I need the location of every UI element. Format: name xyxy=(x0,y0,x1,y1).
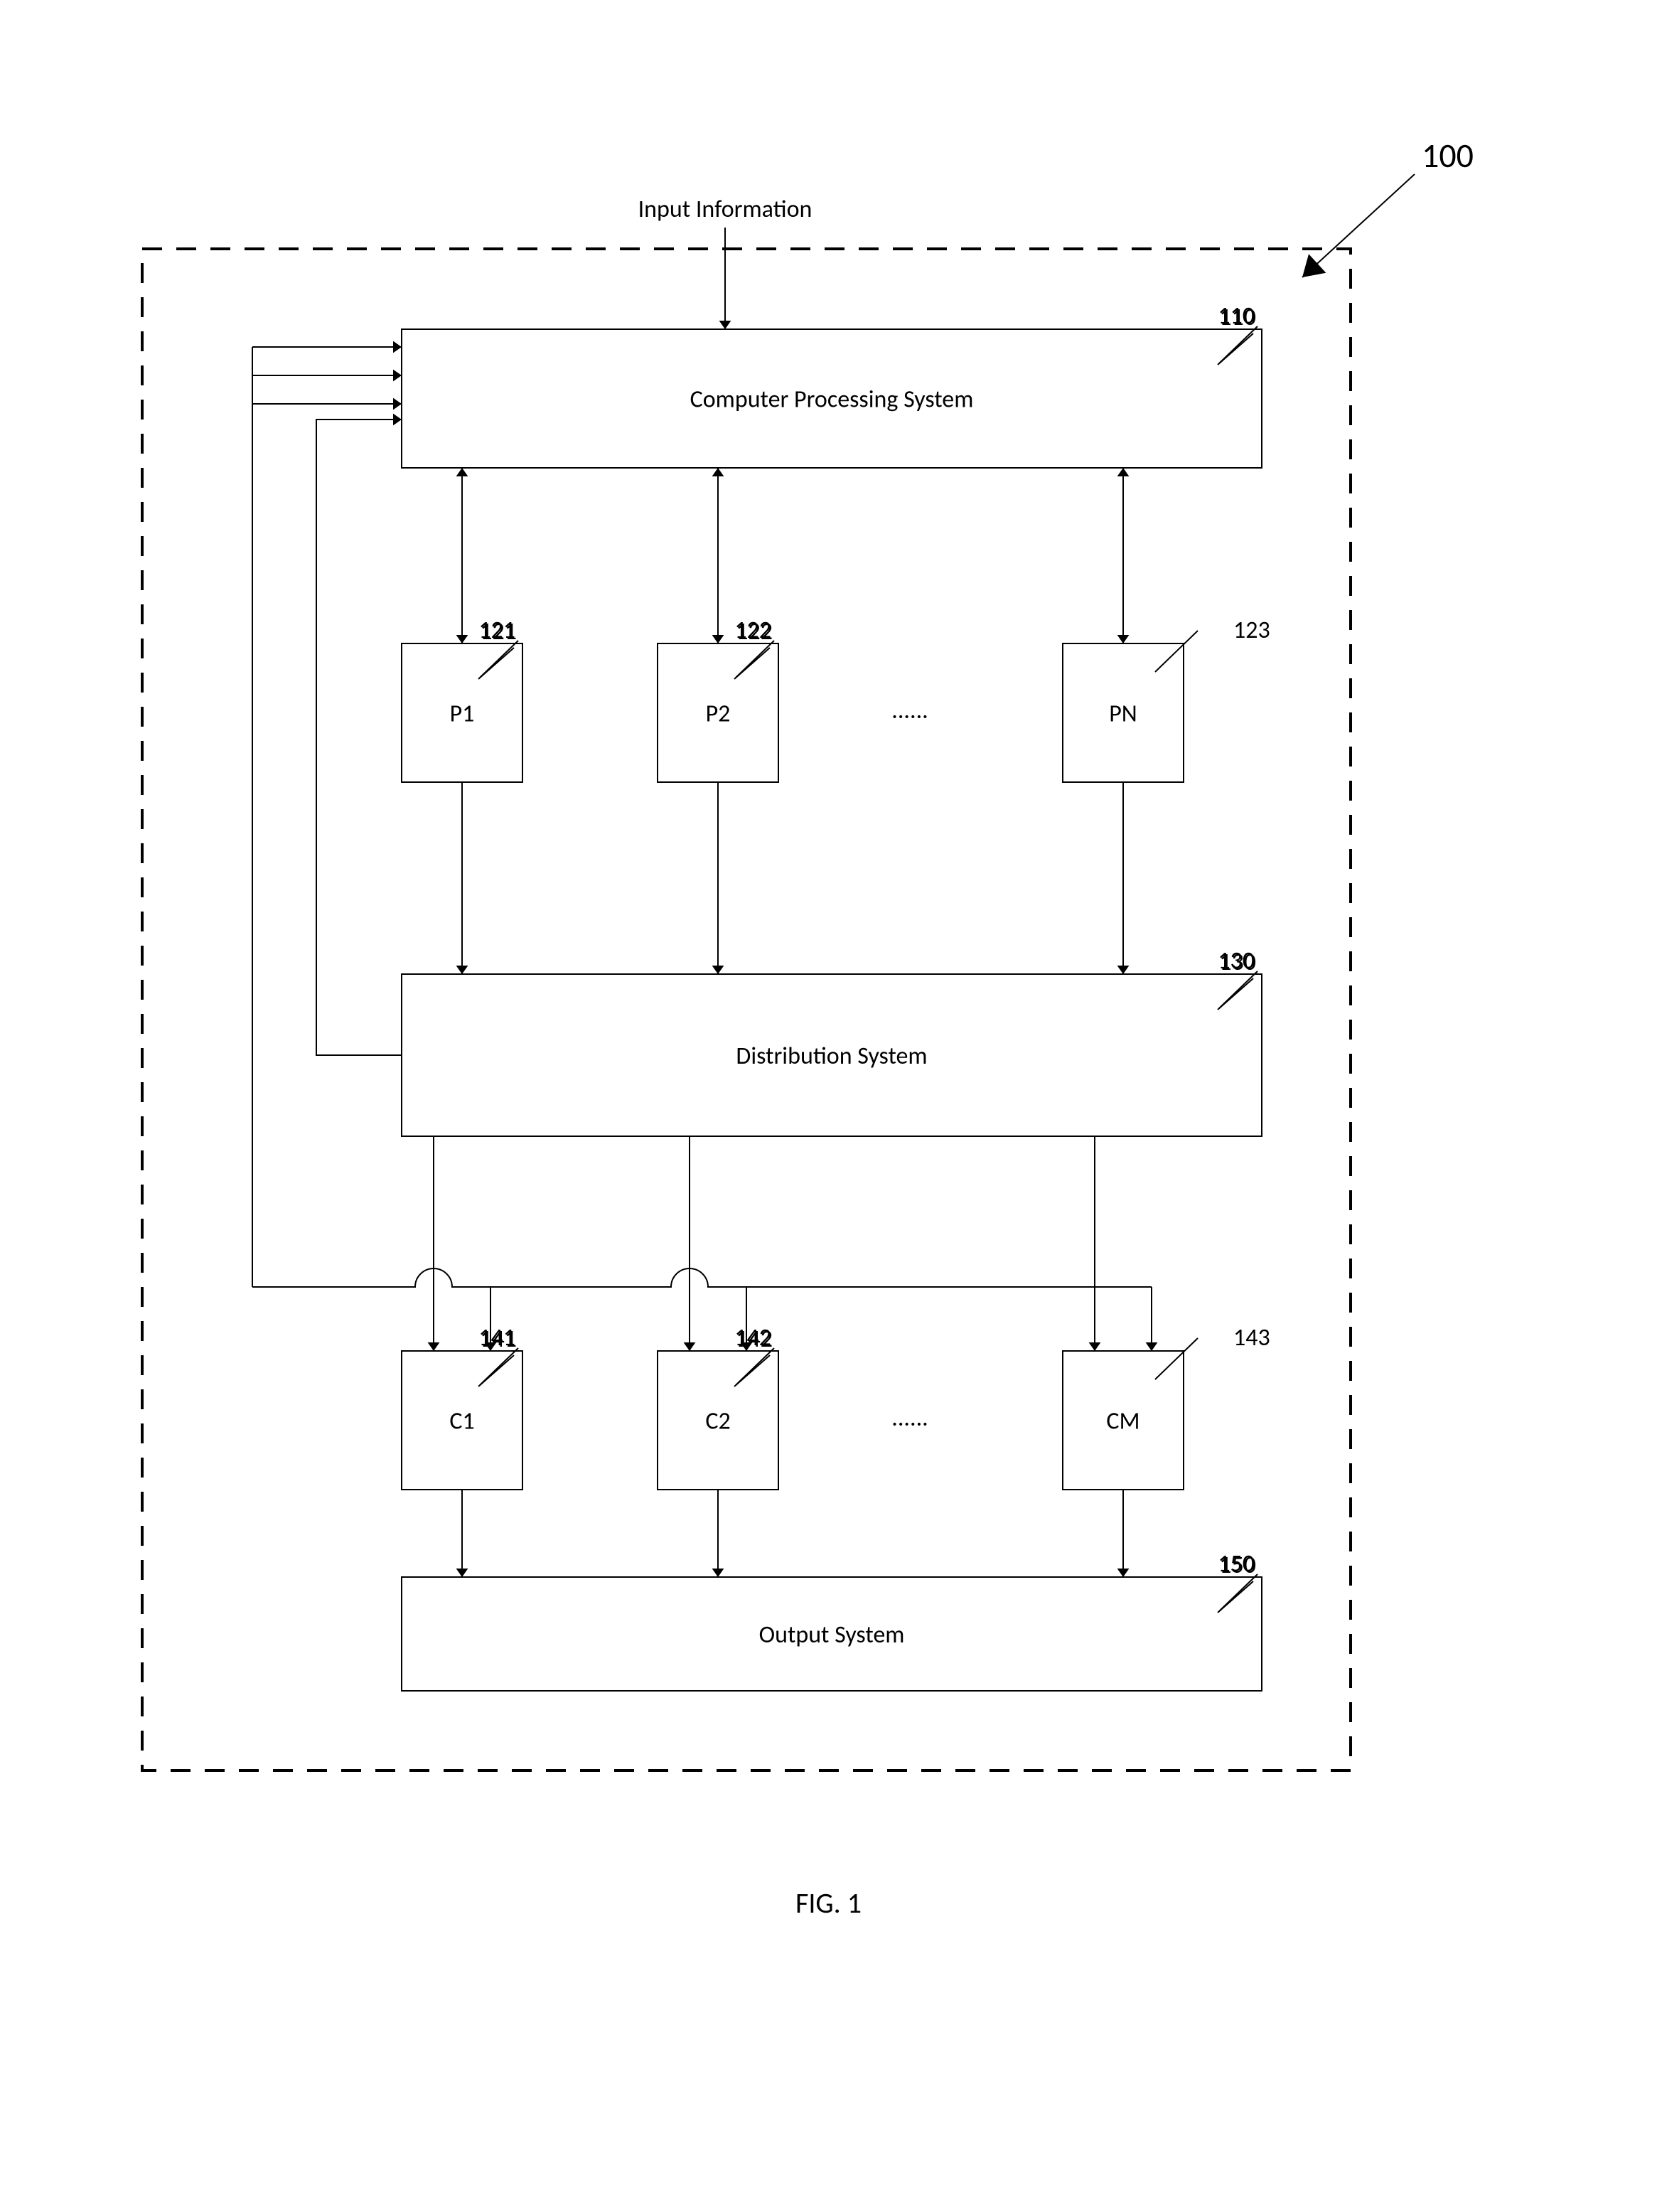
diagram-canvas: 100 Input Information Computer Processing … xyxy=(0,0,1657,2212)
node-cm-label: CM xyxy=(1106,1407,1139,1436)
ellipsis: ...... xyxy=(891,1404,928,1433)
node-dist-ref: 130 xyxy=(1218,946,1255,976)
node-p2-ref: 122 xyxy=(734,616,771,645)
node-cps-ref: 110 xyxy=(1218,301,1255,331)
node-c1-ref: 141 xyxy=(478,1323,515,1352)
node-pn-ref: 123 xyxy=(1233,616,1270,645)
node-p1-label: P1 xyxy=(450,700,475,729)
node-p2-label: P2 xyxy=(706,700,731,729)
node-out-label: Output System xyxy=(759,1620,905,1650)
node-p1-ref: 121 xyxy=(478,616,515,645)
node-dist-label: Distribution System xyxy=(736,1042,927,1071)
node-cm-ref: 143 xyxy=(1233,1323,1270,1352)
node-c2-ref: 142 xyxy=(734,1323,771,1352)
system-ref: 100 xyxy=(1422,134,1474,176)
node-out-ref: 150 xyxy=(1218,1549,1255,1578)
node-c2-label: C2 xyxy=(705,1407,730,1436)
input-label: Input Information xyxy=(638,195,813,224)
node-pn-label: PN xyxy=(1109,700,1137,729)
figure-caption: FIG. 1 xyxy=(795,1886,862,1920)
node-c1-label: C1 xyxy=(449,1407,474,1436)
ellipsis: ...... xyxy=(891,696,928,725)
node-cps-label: Computer Processing System xyxy=(690,385,974,415)
